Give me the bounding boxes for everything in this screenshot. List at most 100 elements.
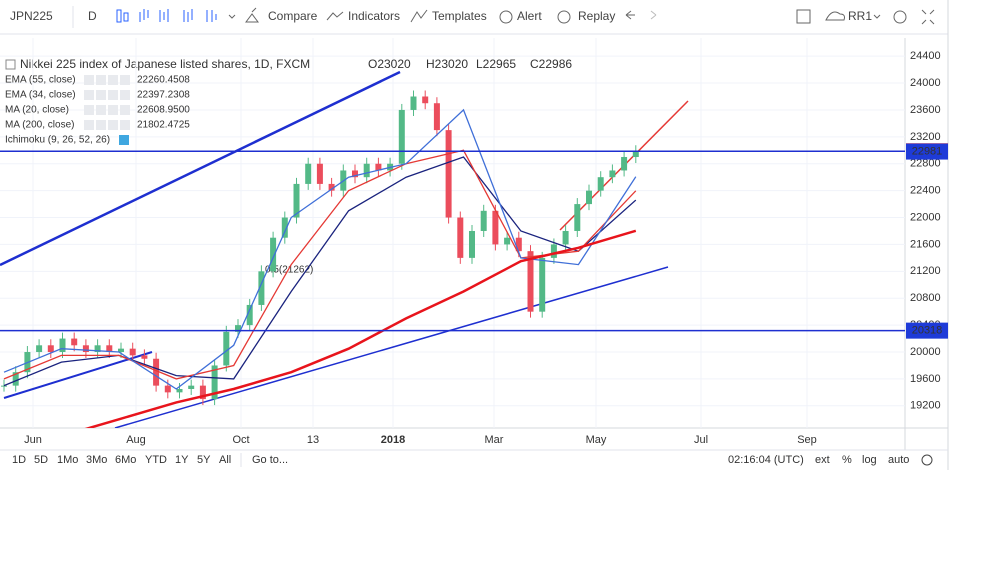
chart-style-icons[interactable] (116, 9, 236, 23)
candle (12, 372, 19, 386)
x-tick-label: 2018 (381, 434, 405, 446)
candle (410, 96, 417, 110)
fullscreen-checkbox[interactable] (796, 9, 811, 24)
y-tick-label: 21200 (910, 265, 941, 277)
indicator-button[interactable] (120, 105, 130, 115)
candle (118, 348, 124, 353)
compare-icon[interactable] (245, 7, 259, 23)
indicator-button[interactable] (108, 105, 118, 115)
collapse-box[interactable] (5, 59, 16, 70)
range-button[interactable]: 3Mo (86, 454, 107, 466)
candle (106, 345, 113, 353)
indicator-name: EMA (34, close) (5, 90, 76, 101)
range-button[interactable]: 1Mo (57, 454, 78, 466)
candle (1, 385, 7, 387)
candle (94, 345, 101, 353)
candle (164, 385, 171, 393)
indicator-button[interactable] (119, 135, 129, 145)
indicator-button[interactable] (96, 105, 106, 115)
x-tick-label: Sep (797, 434, 817, 446)
candle (586, 190, 592, 205)
candle (469, 230, 475, 258)
indicator-value: 21802.4725 (137, 120, 190, 131)
trend-line (114, 266, 669, 428)
candle (246, 304, 253, 326)
toolbar-button[interactable]: Compare (268, 9, 318, 23)
indicator-button[interactable] (108, 75, 118, 85)
candle (504, 237, 511, 245)
settings-icon[interactable] (921, 454, 933, 466)
redo[interactable] (650, 10, 657, 20)
candle (223, 331, 230, 366)
indicator-button[interactable] (84, 90, 94, 100)
range-button[interactable]: 1D (12, 454, 26, 466)
indicator-button[interactable] (120, 90, 130, 100)
y-tick-label: 19600 (910, 373, 941, 385)
toolbar-button[interactable]: Templates (432, 9, 487, 23)
indicator-button[interactable] (84, 105, 94, 115)
settings[interactable] (893, 10, 907, 24)
indicators-icon (326, 11, 344, 21)
range-button[interactable]: YTD (145, 454, 167, 466)
y-tick-label: 23200 (910, 131, 941, 143)
trend-line (3, 351, 153, 399)
legend-title: Nikkei 225 index of Japanese listed shar… (20, 57, 310, 71)
undo[interactable] (625, 10, 635, 20)
candle (235, 325, 241, 332)
x-tick-label: 13 (307, 434, 319, 446)
plot-area: 0.5(21262) (0, 38, 905, 428)
fib-label: 0.5(21262) (265, 265, 313, 276)
range-button[interactable]: All (219, 454, 231, 466)
indicator-button[interactable] (108, 90, 118, 100)
toolbar-button[interactable]: Alert (517, 9, 542, 23)
candle (36, 345, 43, 353)
scale-option[interactable]: % (842, 454, 852, 466)
x-tick-label: Jul (694, 434, 708, 446)
indicator-button[interactable] (84, 120, 94, 130)
range-button[interactable]: 5Y (197, 454, 211, 466)
indicator-button[interactable] (96, 120, 106, 130)
ohlc-value: L22965 (476, 57, 516, 71)
toolbar-button[interactable]: Indicators (348, 9, 400, 23)
range-button[interactable]: 6Mo (115, 454, 136, 466)
range-button[interactable]: 5D (34, 454, 48, 466)
indicator-line (84, 229, 637, 428)
candle (375, 163, 382, 171)
candle (433, 103, 440, 131)
y-tick-label: 20000 (910, 346, 941, 358)
candle (539, 257, 546, 312)
scale-option[interactable]: ext (815, 454, 830, 466)
y-tick-label: 20800 (910, 292, 941, 304)
candle (550, 244, 557, 258)
interval[interactable]: D (88, 9, 97, 23)
symbol[interactable]: JPN225 (10, 9, 53, 23)
candle (527, 251, 534, 312)
indicator-button[interactable] (96, 90, 106, 100)
candle (457, 217, 464, 258)
indicator-button[interactable] (108, 120, 118, 130)
layout-name[interactable]: RR1 (848, 9, 872, 23)
toolbar-button[interactable]: Replay (578, 9, 615, 23)
candle (480, 210, 487, 231)
scale-option[interactable]: auto (888, 454, 909, 466)
y-tick-label: 24400 (910, 50, 941, 62)
templates-icon (410, 9, 428, 23)
candle (597, 177, 604, 191)
x-tick-label: Mar (485, 434, 504, 446)
indicator-button[interactable] (84, 75, 94, 85)
indicator-button[interactable] (96, 75, 106, 85)
indicator-button[interactable] (120, 75, 130, 85)
scale-option[interactable]: log (862, 454, 877, 466)
candle (621, 157, 628, 171)
candle (316, 163, 323, 184)
expand[interactable] (921, 9, 935, 25)
candle (515, 237, 522, 252)
candle (398, 109, 405, 164)
indicator-button[interactable] (120, 120, 130, 130)
range-button[interactable]: 1Y (175, 454, 189, 466)
indicator-name: MA (200, close) (5, 120, 74, 131)
y-tick-label: 22400 (910, 185, 941, 197)
goto-button[interactable]: Go to... (252, 454, 288, 466)
dropdown[interactable] (873, 14, 881, 19)
